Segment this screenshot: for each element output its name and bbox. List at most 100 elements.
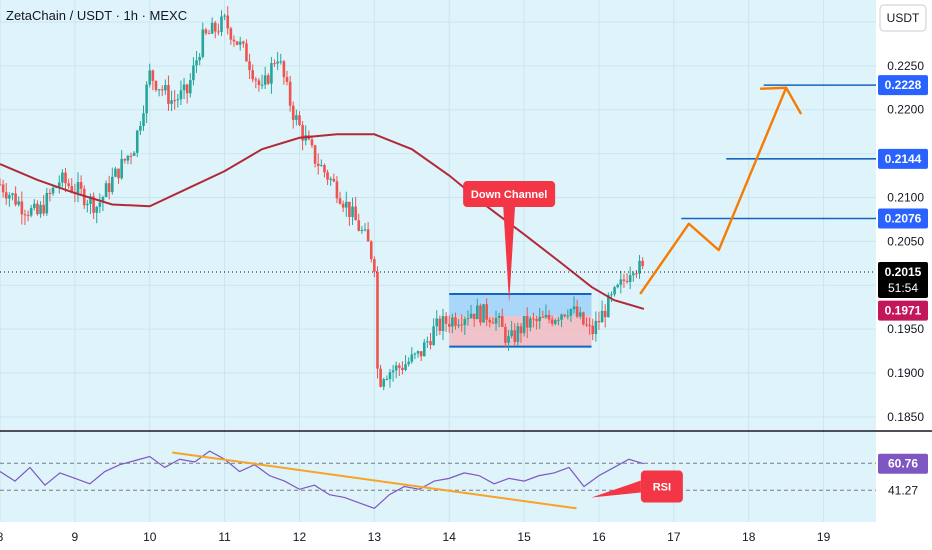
candle-body bbox=[407, 361, 410, 365]
candle-body bbox=[245, 43, 248, 62]
candle-body bbox=[638, 260, 641, 274]
moving-average-line[interactable] bbox=[0, 133, 645, 310]
candle-body bbox=[410, 354, 414, 362]
grid-lines bbox=[0, 0, 876, 522]
candle bbox=[188, 73, 192, 98]
candle bbox=[426, 336, 429, 349]
candle-body bbox=[226, 15, 230, 29]
candle bbox=[98, 193, 102, 214]
candle bbox=[61, 169, 64, 188]
candle bbox=[631, 271, 635, 282]
candle-body bbox=[1, 184, 5, 193]
candle bbox=[48, 188, 52, 202]
candle bbox=[575, 299, 579, 319]
candle bbox=[398, 362, 401, 377]
candle-body bbox=[36, 203, 39, 215]
candle bbox=[323, 163, 326, 178]
annotation-box bbox=[463, 181, 556, 208]
candle-body bbox=[482, 304, 485, 323]
candle bbox=[0, 178, 2, 186]
candle-body bbox=[369, 241, 373, 260]
candle-body bbox=[313, 145, 317, 164]
candle bbox=[111, 167, 114, 195]
candle bbox=[460, 314, 464, 332]
candle bbox=[295, 109, 298, 126]
candle-body bbox=[451, 317, 454, 327]
candle-body bbox=[148, 70, 152, 85]
resistance-levels[interactable] bbox=[0, 84, 876, 273]
candle bbox=[588, 317, 591, 335]
candle-body bbox=[535, 318, 538, 322]
candle bbox=[92, 192, 95, 219]
rsi-annotation-box[interactable] bbox=[640, 470, 683, 503]
level-badge-1 bbox=[878, 148, 928, 169]
candle-body bbox=[251, 70, 254, 80]
candle bbox=[569, 308, 573, 323]
candle bbox=[557, 316, 560, 326]
candle-body bbox=[179, 90, 183, 100]
time-tick-15: 15 bbox=[517, 530, 531, 544]
candle bbox=[444, 312, 448, 333]
annotation-text: Down Channel bbox=[471, 189, 547, 201]
candle-body bbox=[563, 314, 566, 316]
candle-body bbox=[426, 341, 429, 343]
candle bbox=[410, 347, 414, 364]
candle bbox=[126, 155, 130, 165]
rsi-level-label-1: 41.27 bbox=[888, 483, 918, 497]
candle bbox=[235, 41, 239, 46]
candle-body bbox=[332, 178, 336, 182]
candle-body bbox=[279, 61, 283, 63]
candle bbox=[164, 79, 167, 95]
candle-body bbox=[82, 188, 86, 206]
candle-body bbox=[538, 316, 542, 322]
candle bbox=[419, 351, 423, 362]
candle bbox=[435, 310, 439, 337]
candle-body bbox=[329, 178, 332, 180]
candle bbox=[541, 310, 545, 318]
candle bbox=[226, 6, 230, 35]
candle bbox=[273, 59, 276, 67]
candle-body bbox=[67, 183, 70, 186]
candle bbox=[82, 185, 86, 209]
candle-body bbox=[335, 181, 339, 199]
candle-body bbox=[145, 84, 148, 114]
candle bbox=[70, 178, 74, 194]
candle bbox=[394, 361, 398, 379]
candle bbox=[635, 270, 638, 279]
projection-path[interactable] bbox=[639, 87, 788, 295]
candle-body bbox=[238, 41, 242, 45]
candle bbox=[320, 159, 323, 167]
candle-body bbox=[588, 324, 591, 326]
rsi-line[interactable] bbox=[0, 450, 645, 510]
candle-body bbox=[273, 63, 276, 65]
candle-body bbox=[585, 324, 588, 326]
candle bbox=[476, 298, 479, 320]
candle-body bbox=[479, 305, 482, 323]
down-channel-annotation[interactable]: Down Channel bbox=[463, 181, 556, 303]
price-projection[interactable] bbox=[639, 86, 803, 295]
candle-body bbox=[33, 203, 36, 209]
candle bbox=[223, 13, 226, 21]
candle-body bbox=[582, 312, 585, 325]
candle bbox=[245, 39, 248, 62]
currency-button[interactable]: USDT bbox=[879, 4, 927, 32]
candle-body bbox=[316, 163, 320, 167]
candle bbox=[491, 317, 495, 324]
candle-body bbox=[578, 312, 582, 317]
candle bbox=[494, 310, 498, 331]
candle bbox=[76, 172, 80, 203]
candle bbox=[120, 150, 123, 180]
candle-body bbox=[463, 319, 467, 326]
candle-body bbox=[86, 203, 89, 206]
candle-body bbox=[64, 172, 67, 184]
chart-title: ZetaChain / USDT · 1h · MEXC bbox=[6, 8, 187, 23]
candle-body bbox=[472, 313, 476, 320]
candle-body bbox=[447, 323, 451, 327]
candle-body bbox=[182, 84, 186, 91]
candle-body bbox=[625, 280, 629, 283]
rsi-trendline[interactable] bbox=[172, 451, 577, 510]
current-price-label: 0.2015 bbox=[885, 265, 922, 279]
bar-countdown-label: 51:54 bbox=[888, 281, 918, 295]
candle bbox=[185, 83, 189, 104]
